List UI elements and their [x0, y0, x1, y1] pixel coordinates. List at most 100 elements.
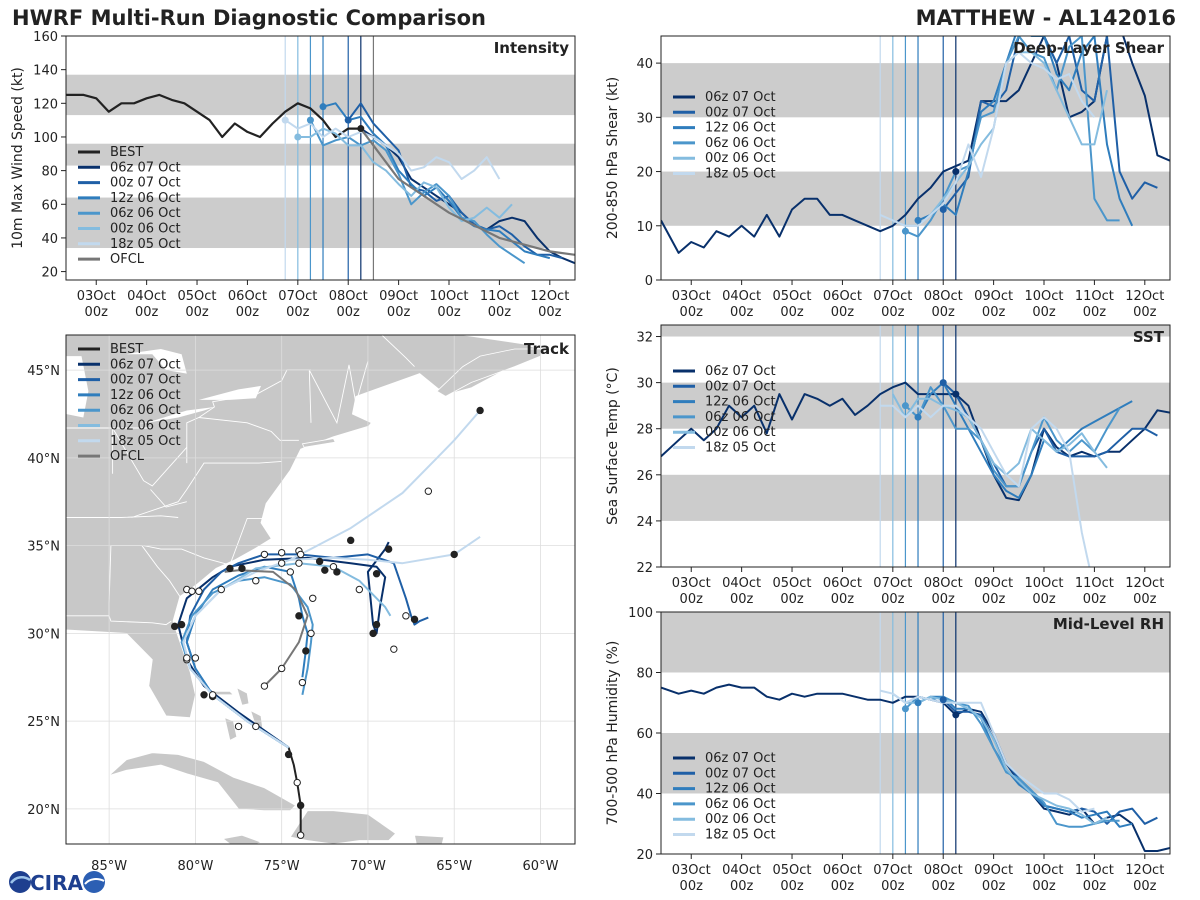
- rh-marker-0: [952, 711, 960, 719]
- state-border-11: [381, 335, 415, 367]
- intensity-series-4: [309, 119, 526, 265]
- rh-xtick-label-4: 07Oct 00z: [873, 863, 912, 894]
- rh-xtick-label-7: 10Oct 00z: [1024, 863, 1063, 894]
- sst-plot-area: [661, 325, 1170, 567]
- intensity-plot-area: [66, 36, 575, 280]
- track-line-7: [289, 409, 481, 561]
- intensity-series-5: [297, 127, 513, 223]
- track-point-9: [171, 622, 179, 631]
- lake-michigan: [66, 356, 89, 418]
- track-point-37: [260, 682, 269, 690]
- land-long-island-ny: [301, 438, 336, 448]
- track-title: Track: [524, 340, 570, 358]
- track-point-41: [217, 585, 225, 594]
- track-point-44: [183, 654, 191, 662]
- intensity-ytick-label-0: 20: [41, 266, 58, 281]
- shear-frame: [660, 35, 1171, 281]
- shear-xtick-label-9: 12Oct 00z: [1125, 289, 1164, 320]
- state-border-7: [308, 361, 369, 425]
- intensity-xtick-label-9: 12Oct 00z: [530, 289, 569, 320]
- sst-title: SST: [1133, 328, 1165, 346]
- rh-xtick-label-2: 05Oct 00z: [773, 863, 812, 894]
- intensity-marker-2: [319, 103, 327, 111]
- track-point-33: [302, 647, 310, 655]
- track-point-29: [355, 585, 364, 594]
- track-point-11: [226, 564, 234, 573]
- track-point-38: [286, 568, 295, 576]
- state-border-3: [66, 615, 172, 626]
- sst-legend-label-5: 18z 05 Oct: [705, 441, 776, 456]
- rh-plot-area: [661, 612, 1170, 854]
- shear-marker-3: [901, 227, 909, 235]
- shear-marker-2: [914, 216, 922, 224]
- track-legend-label-0: BEST: [110, 342, 143, 357]
- track-point-20: [384, 545, 393, 553]
- sst-series-4: [891, 393, 1108, 476]
- rh-legend-label-2: 12z 06 Oct: [705, 782, 776, 797]
- intensity-legend-label-6: 18z 05 Oct: [110, 237, 181, 252]
- cira-logo-text: CIRA: [30, 871, 84, 895]
- sst-xtick-label-2: 05Oct 00z: [773, 576, 812, 607]
- rh-legend-label-0: 06z 07 Oct: [705, 751, 776, 766]
- rh-marker-1: [939, 696, 947, 704]
- track-lat-label-2: 30°N: [27, 627, 60, 642]
- sst-xtick-label-0: 03Oct 00z: [672, 576, 711, 607]
- sst-ytick-label-5: 32: [636, 331, 653, 346]
- track-point-2: [293, 778, 301, 787]
- intensity-marker-1: [344, 116, 352, 124]
- track-lat-label-4: 40°N: [27, 452, 60, 467]
- lake-huron: [126, 349, 187, 374]
- track-legend-label-5: 00z 06 Oct: [110, 419, 181, 434]
- intensity-ytick-label-1: 40: [41, 232, 58, 247]
- track-point-8: [177, 620, 186, 629]
- shear-series-5: [879, 51, 1096, 227]
- land-cuba: [108, 752, 297, 812]
- intensity-xtick-label-2: 05Oct 00z: [178, 289, 217, 320]
- rh-series-5: [879, 689, 1095, 813]
- track-point-35: [298, 678, 307, 687]
- track-point-18: [346, 536, 355, 545]
- intensity-marker-0: [357, 125, 365, 133]
- shear-series-1: [942, 36, 1158, 211]
- shear-ytick-label-3: 30: [636, 111, 653, 126]
- track-frame: [65, 334, 576, 845]
- track-point-28: [402, 612, 410, 620]
- intensity-ylabel: 10m Max Wind Speed (kt): [10, 67, 26, 249]
- shear-xtick-label-0: 03Oct 00z: [672, 289, 711, 320]
- shear-legend-label-3: 06z 06 Oct: [705, 136, 776, 151]
- track-point-3: [284, 750, 293, 759]
- state-border-4: [131, 460, 282, 518]
- track-legend-label-2: 00z 07 Oct: [110, 373, 181, 388]
- intensity-xtick-label-7: 10Oct 00z: [429, 289, 468, 320]
- track-point-0: [296, 831, 305, 839]
- shear-panel: 0 10 20 30 40 03Oct 00z 04Oct 00z 05Oct 00z 06Oct 00…: [605, 35, 1171, 320]
- track-lon-label-0: 85°W: [91, 859, 127, 874]
- state-border-5: [186, 417, 299, 464]
- land-puerto-rico: [414, 834, 445, 844]
- sst-ytick-label-0: 22: [636, 561, 653, 576]
- intensity-legend-label-0: BEST: [110, 145, 143, 160]
- shear-xtick-label-8: 11Oct 00z: [1075, 289, 1114, 320]
- intensity-band-0: [66, 197, 575, 249]
- sst-band-2: [661, 325, 1170, 337]
- shear-marker-1: [939, 206, 947, 214]
- intensity-legend-label-7: OFCL: [110, 252, 145, 267]
- sst-series-5: [880, 404, 1091, 567]
- sst-series-2: [917, 381, 1133, 499]
- track-point-49: [296, 550, 305, 559]
- sst-xtick-label-5: 08Oct 00z: [924, 576, 963, 607]
- sst-band-0: [661, 474, 1170, 521]
- state-border-0: [143, 517, 268, 566]
- sst-xtick-label-9: 12Oct 00z: [1125, 576, 1164, 607]
- intensity-legend-label-2: 00z 07 Oct: [110, 176, 181, 191]
- intensity-marker-5: [281, 116, 289, 124]
- intensity-frame: [65, 35, 576, 281]
- intensity-series-0: [66, 93, 361, 139]
- rh-ylabel: 700-500 hPa Humidity (%): [605, 641, 621, 826]
- track-lon-label-4: 65°W: [436, 859, 472, 874]
- track-point-25: [476, 406, 484, 415]
- track-point-13: [260, 550, 269, 559]
